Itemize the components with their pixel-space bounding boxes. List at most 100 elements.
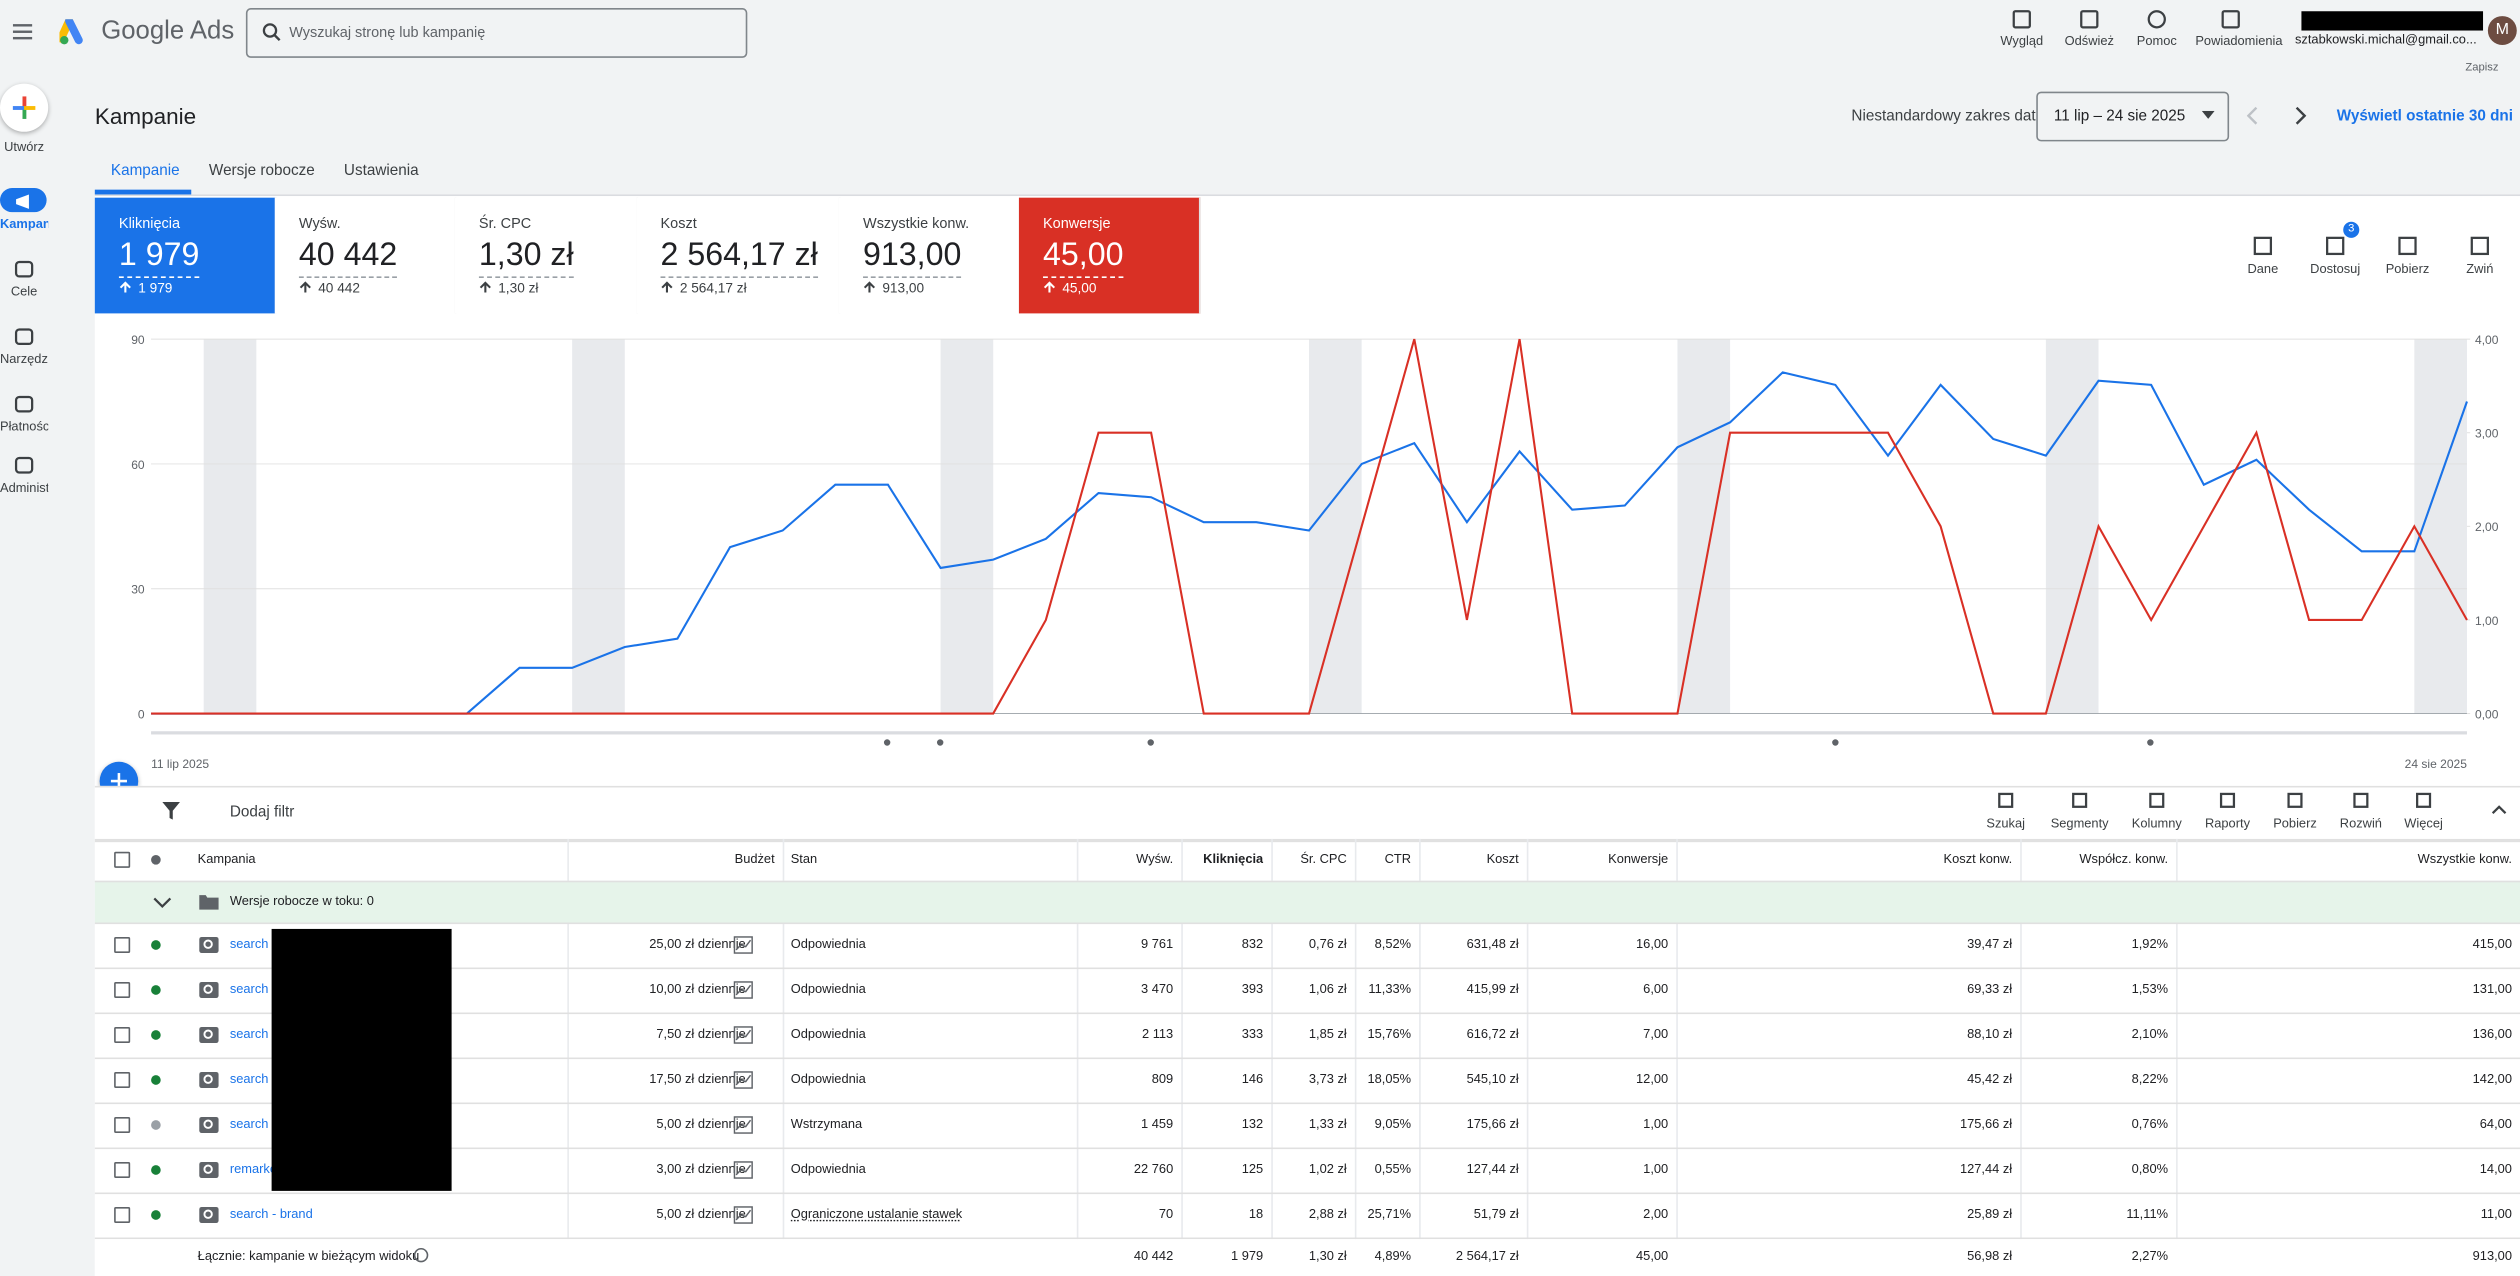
last-days-link[interactable]: Wyświetl ostatnie 30 dni <box>2336 107 2513 126</box>
tab[interactable]: Wersje robocze <box>208 162 315 181</box>
row-checkbox[interactable] <box>114 981 131 999</box>
chart-tool-label[interactable]: Dane <box>2247 261 2279 277</box>
chart-tool-icon[interactable] <box>2252 235 2275 258</box>
action-icon[interactable] <box>2011 8 2034 31</box>
campaign-name[interactable]: search <box>229 936 269 952</box>
table-tool-icon[interactable] <box>1994 789 2017 812</box>
metric-card[interactable]: Wyśw. 40 442 40 442 <box>274 197 457 314</box>
nav-icon[interactable] <box>13 394 36 417</box>
table-tool-label[interactable]: Segmenty <box>2050 816 2109 831</box>
annotation-marker <box>1147 739 1154 746</box>
metric-label: Wyśw. <box>298 215 341 232</box>
campaign-name[interactable]: search - brand <box>229 1206 313 1222</box>
metric-card[interactable]: Kliknięcia 1 979 1 979 <box>94 197 277 314</box>
campaign-name[interactable]: search <box>229 1026 269 1042</box>
filter-icon[interactable] <box>162 801 181 820</box>
action-label[interactable]: Pomoc <box>2136 33 2177 49</box>
chart-tool-icon[interactable] <box>2469 235 2492 258</box>
action-icon[interactable] <box>2219 8 2242 31</box>
nav-label[interactable]: Narzędzia <box>0 351 48 367</box>
action-label[interactable]: Odśwież <box>2064 33 2114 49</box>
tab[interactable]: Kampanie <box>110 162 180 181</box>
chart-tool-icon[interactable] <box>2396 235 2419 258</box>
action-icon[interactable] <box>2078 8 2101 31</box>
account[interactable]: sztabkowski.michal@gmail.co... <box>2295 32 2477 47</box>
row-checkbox[interactable] <box>114 1026 131 1044</box>
cell: 64,00 <box>2479 1116 2512 1132</box>
cell: 8,52% <box>1374 936 1412 952</box>
table-tool-icon[interactable] <box>2350 789 2373 812</box>
row-checkbox[interactable] <box>114 1071 131 1089</box>
campaign-name[interactable]: search <box>229 1071 269 1087</box>
campaign-name[interactable]: search <box>229 981 269 997</box>
table-tool-label[interactable]: Więcej <box>2404 816 2443 831</box>
nav-label[interactable]: Płatności <box>0 419 49 434</box>
cell: 2,10% <box>2131 1026 2169 1042</box>
add-filter[interactable]: Dodaj filtr <box>229 803 295 822</box>
nav-icon[interactable] <box>13 455 36 478</box>
menu-icon[interactable] <box>12 23 34 42</box>
action-icon[interactable] <box>2146 8 2169 31</box>
trend-icon[interactable] <box>733 1025 756 1048</box>
cell: Odpowiednia <box>790 1161 866 1177</box>
expand-icon[interactable] <box>151 890 174 913</box>
chart-tool-label[interactable]: Pobierz <box>2385 261 2430 277</box>
nav-label[interactable]: Cele <box>10 284 38 299</box>
trend-icon[interactable] <box>733 1160 756 1183</box>
prev-arrow[interactable] <box>2246 106 2260 125</box>
search-box[interactable] <box>245 8 748 58</box>
header-checkbox[interactable] <box>114 851 131 868</box>
nav-icon[interactable] <box>13 259 36 282</box>
tab[interactable]: Ustawienia <box>343 162 419 181</box>
avatar[interactable]: M <box>2487 16 2517 46</box>
metric-card[interactable]: Konwersje 45,00 45,00 <box>1018 197 1201 314</box>
nav-icon[interactable] <box>13 191 36 214</box>
cell: 70 <box>1158 1206 1174 1222</box>
table-tool-icon[interactable] <box>2412 789 2435 812</box>
row-checkbox[interactable] <box>114 936 131 954</box>
nav-label[interactable]: Administrator <box>0 480 48 496</box>
nav-icon[interactable] <box>13 326 36 349</box>
campaign-type-icon <box>199 1071 219 1089</box>
cell: Odpowiednia <box>790 981 866 997</box>
row-checkbox[interactable] <box>114 1161 131 1179</box>
metric-value: 1,30 zł <box>478 238 574 279</box>
metric-card[interactable]: Śr. CPC 1,30 zł 1,30 zł <box>454 197 639 314</box>
help-icon[interactable] <box>413 1247 436 1270</box>
collapse-icon[interactable] <box>2491 804 2507 815</box>
chart-tool-icon[interactable] <box>2324 235 2347 258</box>
table-tool-icon[interactable] <box>2146 789 2169 812</box>
table-tool-label[interactable]: Szukaj <box>1986 816 2026 831</box>
status-dot <box>151 985 161 995</box>
chart-tool-label[interactable]: Dostosuj <box>2310 261 2361 277</box>
trend-icon[interactable] <box>733 1115 756 1138</box>
cell: 333 <box>1241 1026 1264 1042</box>
chart-tool-label[interactable]: Zwiń <box>2466 261 2494 277</box>
date-picker[interactable] <box>2036 91 2230 142</box>
nav-label[interactable]: Kampanie <box>0 216 48 232</box>
trend-icon[interactable] <box>733 935 756 958</box>
next-arrow[interactable] <box>2295 106 2308 125</box>
row-checkbox[interactable] <box>114 1116 131 1134</box>
table-tool-label[interactable]: Kolumny <box>2131 816 2182 831</box>
trend-icon[interactable] <box>733 1070 756 1093</box>
metric-value: 913,00 <box>863 238 962 279</box>
trend-icon[interactable] <box>733 1205 756 1228</box>
table-tool-label[interactable]: Rozwiń <box>2339 816 2382 831</box>
action-label[interactable]: Wygląd <box>2000 33 2044 49</box>
table-tool-icon[interactable] <box>2068 789 2091 812</box>
row-checkbox[interactable] <box>114 1206 131 1224</box>
metric-card[interactable]: Wszystkie konw. 913,00 913,00 <box>838 197 1021 314</box>
campaign-type-icon <box>199 1026 219 1044</box>
campaign-name[interactable]: search <box>229 1116 269 1132</box>
table-tool-icon[interactable] <box>2216 789 2239 812</box>
campaign-name[interactable]: remarke <box>229 1161 277 1177</box>
metric-card[interactable]: Koszt 2 564,17 zł 2 564,17 zł <box>636 197 841 314</box>
nav-label[interactable]: Utwórz <box>4 139 45 155</box>
action-label[interactable]: Powiadomienia <box>2195 33 2283 49</box>
table-tool-label[interactable]: Raporty <box>2204 816 2251 831</box>
table-tool-icon[interactable] <box>2284 789 2307 812</box>
trend-icon[interactable] <box>733 980 756 1003</box>
table-tool-label[interactable]: Pobierz <box>2273 816 2317 831</box>
logo[interactable] <box>59 19 91 46</box>
